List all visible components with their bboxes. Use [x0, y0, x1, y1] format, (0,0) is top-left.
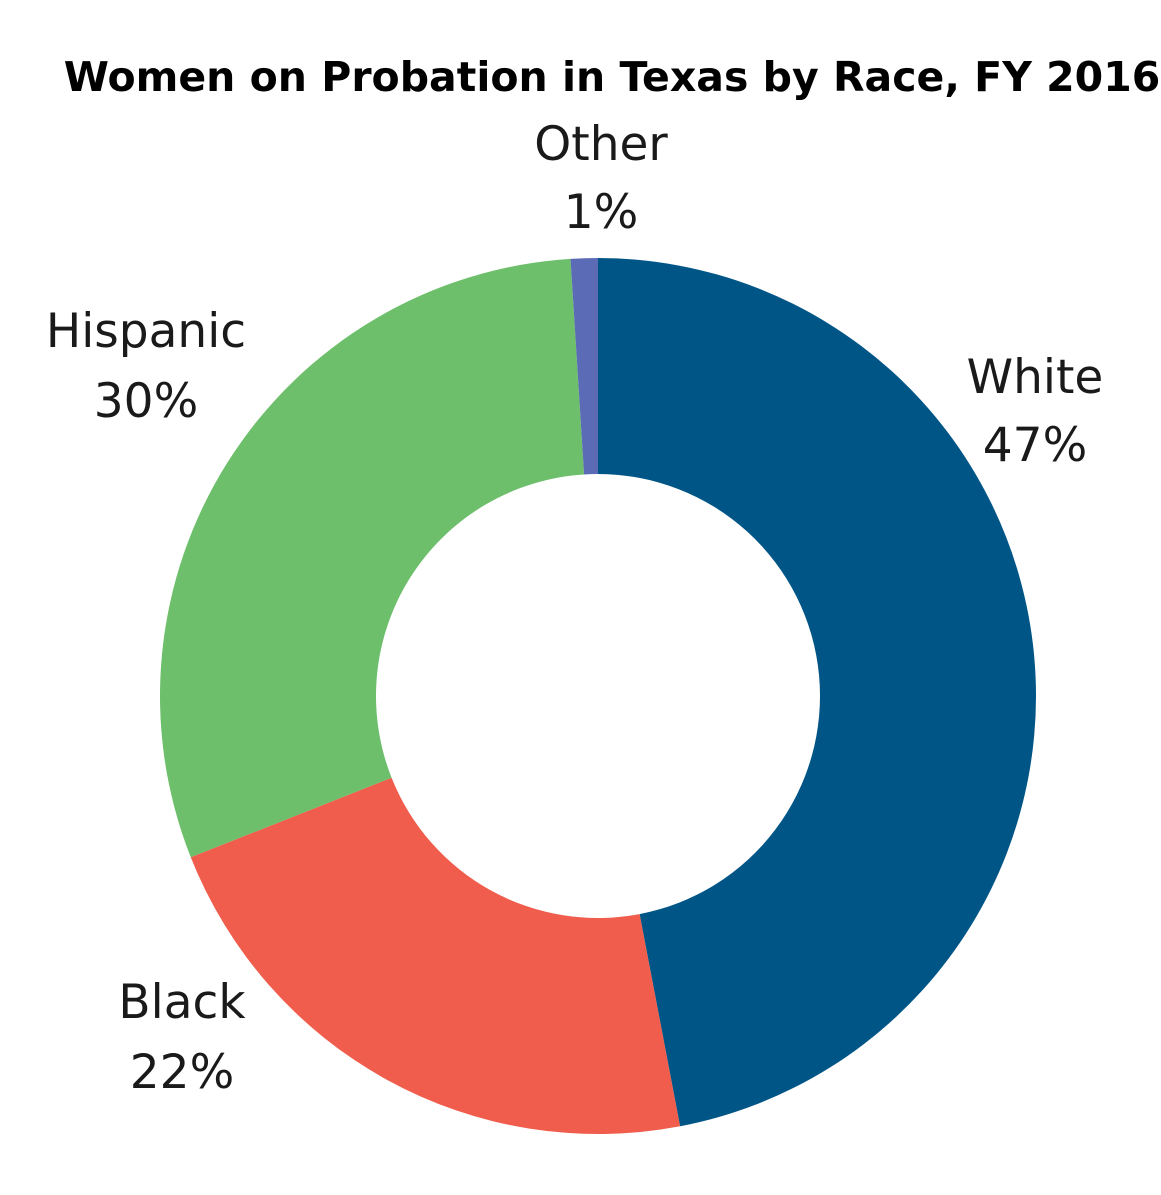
- slice-label-other: Other: [534, 117, 668, 172]
- slice-value-white: 47%: [983, 418, 1087, 473]
- slice-label-white: White: [967, 350, 1104, 405]
- slice-other: [570, 258, 598, 475]
- donut-slices: [160, 258, 1036, 1134]
- slice-label-black: Black: [118, 975, 246, 1030]
- slice-hispanic: [160, 258, 585, 858]
- slice-value-hispanic: 30%: [94, 374, 198, 429]
- slice-label-hispanic: Hispanic: [46, 304, 246, 359]
- slice-value-black: 22%: [130, 1045, 234, 1100]
- slice-value-other: 1%: [564, 185, 639, 240]
- slice-white: [598, 258, 1036, 1127]
- slice-black: [190, 777, 681, 1134]
- chart-title: Women on Probation in Texas by Race, FY …: [64, 53, 1161, 101]
- slice-labels: White 47% Black 22% Hispanic 30% Other 1%: [46, 117, 1103, 1100]
